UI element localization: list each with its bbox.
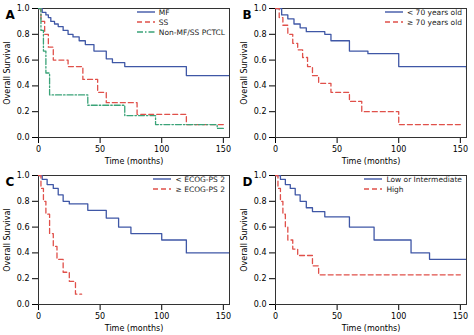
svg-text:0.8: 0.8 — [17, 30, 30, 39]
svg-text:B: B — [243, 8, 252, 22]
svg-text:150: 150 — [453, 312, 468, 321]
svg-text:0.0: 0.0 — [17, 300, 30, 309]
svg-text:Time (months): Time (months) — [341, 324, 401, 333]
svg-text:C: C — [6, 175, 15, 189]
svg-text:0.0: 0.0 — [17, 133, 30, 142]
html-text:Low or Intermediate: Low or Intermediate — [386, 174, 462, 184]
svg-text:0.4: 0.4 — [17, 248, 30, 257]
html-text:≥ ECOG-PS 2: ≥ ECOG-PS 2 — [175, 184, 225, 194]
html-text:≥ 70 years old: ≥ 70 years old — [406, 17, 462, 27]
svg-text:50: 50 — [95, 145, 105, 154]
svg-text:0.0: 0.0 — [254, 133, 267, 142]
svg-text:Overall Survival: Overall Survival — [3, 208, 12, 271]
svg-text:0.2: 0.2 — [17, 274, 30, 283]
svg-text:1.0: 1.0 — [254, 4, 267, 13]
svg-text:150: 150 — [216, 145, 231, 154]
svg-text:50: 50 — [332, 145, 342, 154]
svg-text:Time (months): Time (months) — [104, 157, 164, 166]
svg-text:0.0: 0.0 — [254, 300, 267, 309]
svg-text:1.0: 1.0 — [254, 171, 267, 180]
html-text:High: High — [386, 184, 404, 194]
svg-text:0.6: 0.6 — [17, 223, 30, 232]
html-text:< ECOG-PS 2: < ECOG-PS 2 — [175, 174, 225, 184]
svg-text:Time (months): Time (months) — [104, 324, 164, 333]
svg-text:1.0: 1.0 — [17, 4, 30, 13]
svg-text:100: 100 — [154, 312, 169, 321]
svg-text:D: D — [243, 175, 253, 189]
svg-text:50: 50 — [95, 312, 105, 321]
svg-text:A: A — [6, 8, 16, 22]
svg-text:0.4: 0.4 — [254, 248, 267, 257]
svg-text:0.8: 0.8 — [254, 197, 267, 206]
svg-text:Time (months): Time (months) — [341, 157, 401, 166]
svg-text:50: 50 — [332, 312, 342, 321]
svg-text:0: 0 — [36, 145, 41, 154]
svg-text:0.8: 0.8 — [17, 197, 30, 206]
svg-text:0.6: 0.6 — [17, 56, 30, 65]
svg-text:0.2: 0.2 — [254, 274, 267, 283]
svg-text:0.2: 0.2 — [17, 107, 30, 116]
svg-text:100: 100 — [391, 312, 406, 321]
svg-text:0.4: 0.4 — [254, 81, 267, 90]
svg-text:1.0: 1.0 — [17, 171, 30, 180]
html-text:SS: SS — [158, 17, 169, 27]
html-text:MF: MF — [158, 7, 170, 17]
svg-text:0: 0 — [273, 145, 278, 154]
svg-text:Overall Survival: Overall Survival — [240, 208, 249, 271]
html-text:< 70 years old: < 70 years old — [406, 7, 462, 17]
svg-text:0.4: 0.4 — [17, 81, 30, 90]
svg-text:150: 150 — [453, 145, 468, 154]
svg-text:Overall Survival: Overall Survival — [3, 41, 12, 104]
svg-text:0.2: 0.2 — [254, 107, 267, 116]
svg-text:100: 100 — [154, 145, 169, 154]
svg-text:150: 150 — [216, 312, 231, 321]
svg-text:0.6: 0.6 — [254, 223, 267, 232]
svg-text:0.6: 0.6 — [254, 56, 267, 65]
svg-text:100: 100 — [391, 145, 406, 154]
svg-text:0: 0 — [36, 312, 41, 321]
html-text:Non-MF/SS PCTCL: Non-MF/SS PCTCL — [158, 27, 225, 37]
svg-text:0: 0 — [273, 312, 278, 321]
svg-text:Overall Survival: Overall Survival — [240, 41, 249, 104]
svg-text:0.8: 0.8 — [254, 30, 267, 39]
